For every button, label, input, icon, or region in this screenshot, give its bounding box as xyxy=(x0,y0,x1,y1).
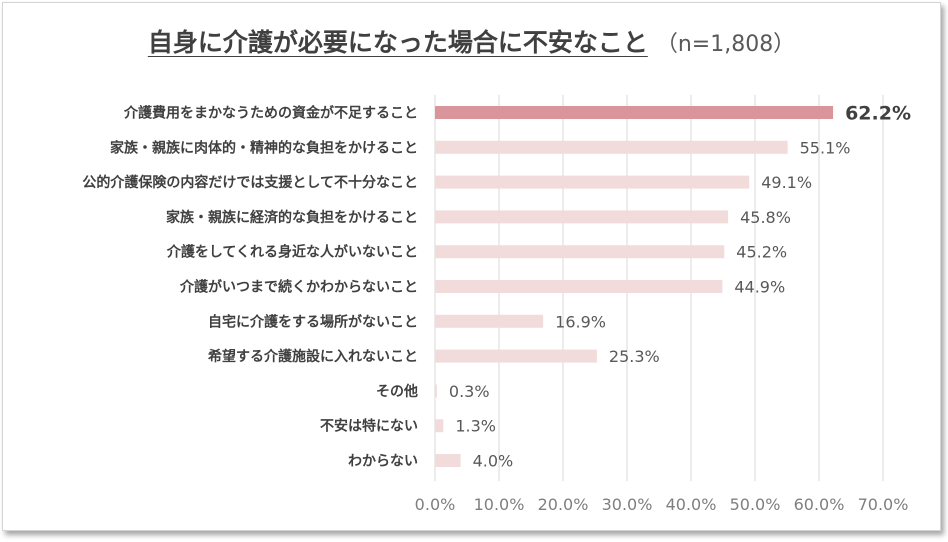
value-label: 0.3% xyxy=(449,382,490,401)
bar xyxy=(435,210,729,224)
category-label: 希望する介護施設に入れないこと xyxy=(208,348,418,365)
bar xyxy=(435,349,597,363)
x-tick-label: 0.0% xyxy=(415,495,456,514)
value-label: 45.2% xyxy=(736,243,787,262)
x-tick-label: 20.0% xyxy=(538,495,589,514)
bar xyxy=(435,280,723,293)
value-label: 16.9% xyxy=(555,312,606,331)
x-tick-label: 50.0% xyxy=(730,495,781,514)
category-label: その他 xyxy=(376,383,418,400)
category-label: 不安は特にない xyxy=(320,418,418,435)
bar xyxy=(435,454,461,467)
x-tick-label: 10.0% xyxy=(474,495,525,514)
category-label: 家族・親族に経済的な負担をかけること xyxy=(166,209,418,226)
value-label: 62.2% xyxy=(845,103,911,125)
bar xyxy=(435,384,437,398)
bar xyxy=(435,314,544,328)
value-label: 55.1% xyxy=(800,138,851,157)
chart-frame: 自身に介護が必要になった場合に不安なこと （n=1,808） 0.0% 10.0% 2… xyxy=(2,2,941,531)
bar xyxy=(435,419,444,433)
x-tick-label: 30.0% xyxy=(602,495,653,514)
category-label: 介護がいつまで続くかわからないこと xyxy=(179,279,418,296)
category-label: 介護をしてくれる身近な人がいないこと xyxy=(166,244,418,261)
value-label: 1.3% xyxy=(455,417,496,436)
value-label: 45.8% xyxy=(740,208,791,227)
bar xyxy=(435,106,834,119)
bar xyxy=(435,245,725,259)
value-label: 25.3% xyxy=(609,347,660,366)
bar xyxy=(435,175,750,189)
x-tick-label: 60.0% xyxy=(794,495,845,514)
bar-chart: 0.0% 10.0% 20.0% 30.0% 40.0% 50.0% 60.0% 70.0% 介… xyxy=(82,95,911,514)
chart-subtitle: （n=1,808） xyxy=(655,32,796,57)
title-row: 自身に介護が必要になった場合に不安なこと （n=1,808） xyxy=(3,23,940,59)
category-label: わからない xyxy=(348,454,418,470)
value-label: 49.1% xyxy=(761,173,812,192)
chart-title: 自身に介護が必要になった場合に不安なこと xyxy=(147,28,648,57)
category-label: 自宅に介護をする場所がないこと xyxy=(208,313,418,330)
category-label: 介護費用をまかなうための資金が不足すること xyxy=(123,105,418,122)
x-tick-label: 70.0% xyxy=(858,495,909,514)
value-label: 44.9% xyxy=(734,278,785,297)
x-tick-label: 40.0% xyxy=(666,495,717,514)
category-label: 家族・親族に肉体的・精神的な負担をかけること xyxy=(110,139,418,156)
category-label: 公的介護保険の内容だけでは支援として不十分なこと xyxy=(82,174,418,191)
bar xyxy=(435,140,788,154)
value-label: 4.0% xyxy=(473,452,514,471)
